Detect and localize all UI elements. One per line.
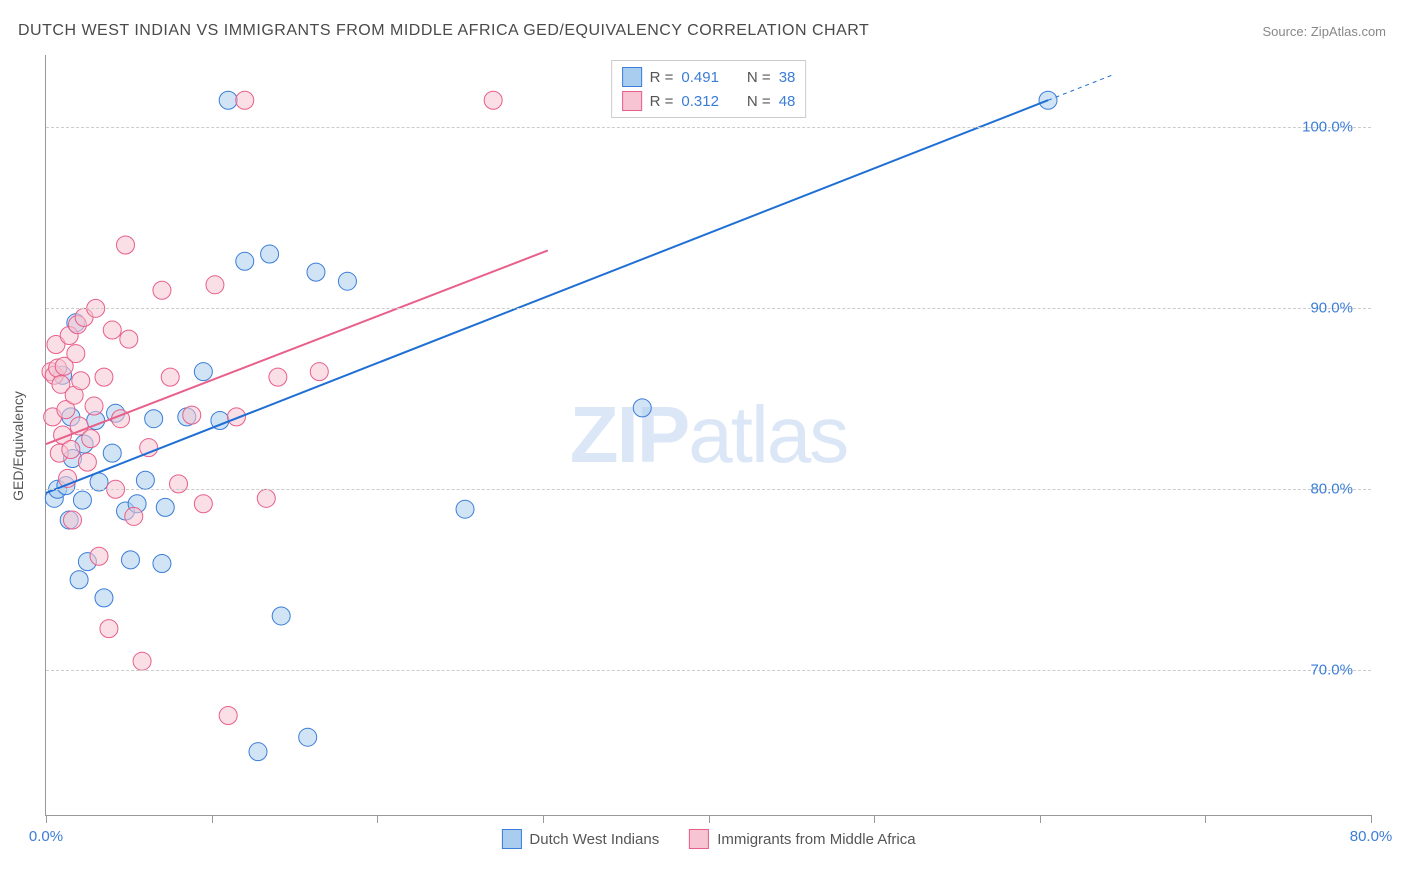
scatter-point xyxy=(633,399,651,417)
scatter-point xyxy=(120,330,138,348)
scatter-point xyxy=(257,489,275,507)
scatter-point xyxy=(156,498,174,516)
y-tick-label: 90.0% xyxy=(1310,300,1353,317)
scatter-point xyxy=(140,439,158,457)
legend-label: Immigrants from Middle Africa xyxy=(717,831,915,848)
scatter-point xyxy=(161,368,179,386)
legend-bottom-item: Immigrants from Middle Africa xyxy=(689,829,915,849)
y-axis-label: GED/Equivalency xyxy=(10,391,26,501)
scatter-point xyxy=(136,471,154,489)
trend-line-dashed xyxy=(1048,74,1114,100)
x-tick xyxy=(874,815,875,823)
legend-r-value: 0.491 xyxy=(681,69,719,86)
scatter-point xyxy=(103,444,121,462)
legend-top: R = 0.491 N = 38 R = 0.312 N = 48 xyxy=(611,60,807,118)
legend-swatch xyxy=(622,91,642,111)
y-tick-label: 80.0% xyxy=(1310,481,1353,498)
legend-top-row: R = 0.312 N = 48 xyxy=(622,89,796,113)
scatter-point xyxy=(90,547,108,565)
scatter-point xyxy=(219,91,237,109)
x-tick xyxy=(1040,815,1041,823)
legend-n-prefix: N = xyxy=(747,93,771,110)
x-tick xyxy=(46,815,47,823)
scatter-point xyxy=(125,507,143,525)
scatter-point xyxy=(227,408,245,426)
x-tick-label: 80.0% xyxy=(1350,828,1393,845)
scatter-point xyxy=(307,263,325,281)
scatter-point xyxy=(194,363,212,381)
scatter-point xyxy=(219,706,237,724)
trend-line xyxy=(46,250,548,444)
scatter-point xyxy=(78,453,96,471)
scatter-point xyxy=(95,589,113,607)
scatter-point xyxy=(85,397,103,415)
scatter-point xyxy=(206,276,224,294)
grid-line xyxy=(46,308,1371,309)
grid-line xyxy=(46,670,1371,671)
legend-top-row: R = 0.491 N = 38 xyxy=(622,65,796,89)
scatter-point xyxy=(194,495,212,513)
legend-swatch xyxy=(689,829,709,849)
legend-label: Dutch West Indians xyxy=(529,831,659,848)
scatter-point xyxy=(145,410,163,428)
scatter-point xyxy=(299,728,317,746)
x-tick xyxy=(377,815,378,823)
scatter-point xyxy=(100,620,118,638)
scatter-point xyxy=(456,500,474,518)
legend-bottom: Dutch West Indians Immigrants from Middle… xyxy=(501,829,915,849)
scatter-point xyxy=(117,236,135,254)
scatter-point xyxy=(73,491,91,509)
trend-line xyxy=(46,100,1048,493)
scatter-point xyxy=(310,363,328,381)
grid-line xyxy=(46,127,1371,128)
chart-container: DUTCH WEST INDIAN VS IMMIGRANTS FROM MID… xyxy=(0,0,1406,892)
scatter-point xyxy=(153,554,171,572)
scatter-point xyxy=(67,345,85,363)
scatter-point xyxy=(153,281,171,299)
scatter-point xyxy=(103,321,121,339)
scatter-point xyxy=(484,91,502,109)
scatter-point xyxy=(121,551,139,569)
x-tick xyxy=(1205,815,1206,823)
plot-area: ZIPatlas R =0.491N =38R =0.312N =48 Dutc… xyxy=(45,55,1371,816)
chart-title: DUTCH WEST INDIAN VS IMMIGRANTS FROM MID… xyxy=(18,22,869,40)
chart-svg xyxy=(46,55,1371,815)
x-tick-label: 0.0% xyxy=(29,828,63,845)
legend-bottom-item: Dutch West Indians xyxy=(501,829,659,849)
legend-r-prefix: R = xyxy=(650,69,674,86)
source-label: Source: ZipAtlas.com xyxy=(1262,24,1386,39)
y-tick-label: 100.0% xyxy=(1302,119,1353,136)
x-tick xyxy=(1371,815,1372,823)
scatter-point xyxy=(236,91,254,109)
scatter-point xyxy=(95,368,113,386)
scatter-point xyxy=(236,252,254,270)
scatter-point xyxy=(70,571,88,589)
scatter-point xyxy=(183,406,201,424)
scatter-point xyxy=(272,607,290,625)
scatter-point xyxy=(261,245,279,263)
y-tick-label: 70.0% xyxy=(1310,662,1353,679)
legend-swatch xyxy=(501,829,521,849)
x-tick xyxy=(212,815,213,823)
legend-r-value: 0.312 xyxy=(681,93,719,110)
x-tick xyxy=(709,815,710,823)
legend-n-value: 48 xyxy=(779,93,796,110)
legend-swatch xyxy=(622,67,642,87)
scatter-point xyxy=(64,511,82,529)
legend-r-prefix: R = xyxy=(650,93,674,110)
legend-n-prefix: N = xyxy=(747,69,771,86)
scatter-point xyxy=(338,272,356,290)
scatter-point xyxy=(62,440,80,458)
x-tick xyxy=(543,815,544,823)
grid-line xyxy=(46,489,1371,490)
scatter-point xyxy=(249,743,267,761)
scatter-point xyxy=(72,372,90,390)
scatter-point xyxy=(82,430,100,448)
scatter-point xyxy=(269,368,287,386)
legend-n-value: 38 xyxy=(779,69,796,86)
scatter-point xyxy=(133,652,151,670)
